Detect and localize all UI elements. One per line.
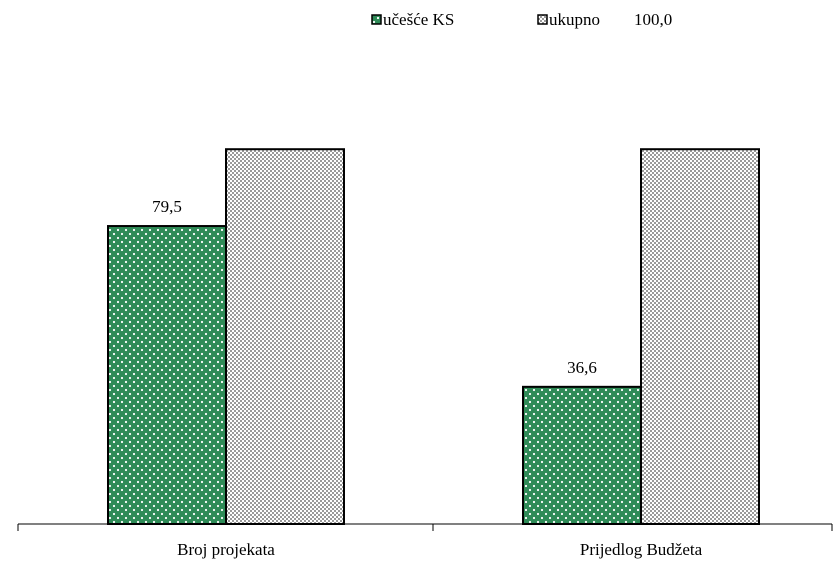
bar-total-broj-projekata <box>225 148 345 525</box>
x-axis <box>17 523 833 531</box>
tick-label-broj-projekata: Broj projekata <box>177 540 275 559</box>
legend-item-share: učešće KS <box>371 10 454 29</box>
legend-label-share: učešće KS <box>383 10 454 29</box>
bar-share-prijedlog-budzeta <box>522 385 642 526</box>
legend-swatch-total <box>537 14 548 25</box>
bar-total-prijedlog-budzeta <box>640 148 760 525</box>
legend-item-total: ukupno <box>537 10 600 29</box>
bar-share-broj-projekata <box>107 225 227 525</box>
category-broj-projekata: 79,5 Broj projekata <box>107 148 345 559</box>
legend: učešće KS ukupno 100,0 <box>371 10 672 29</box>
total-value-label: 100,0 <box>634 10 672 29</box>
tick-label-prijedlog-budzeta: Prijedlog Budžeta <box>580 540 703 559</box>
data-label-share-broj-projekata: 79,5 <box>152 197 182 216</box>
legend-label-total: ukupno <box>549 10 600 29</box>
category-prijedlog-budzeta: 36,6 Prijedlog Budžeta <box>522 148 760 559</box>
legend-swatch-share <box>371 14 382 25</box>
data-label-share-prijedlog-budzeta: 36,6 <box>567 358 597 377</box>
